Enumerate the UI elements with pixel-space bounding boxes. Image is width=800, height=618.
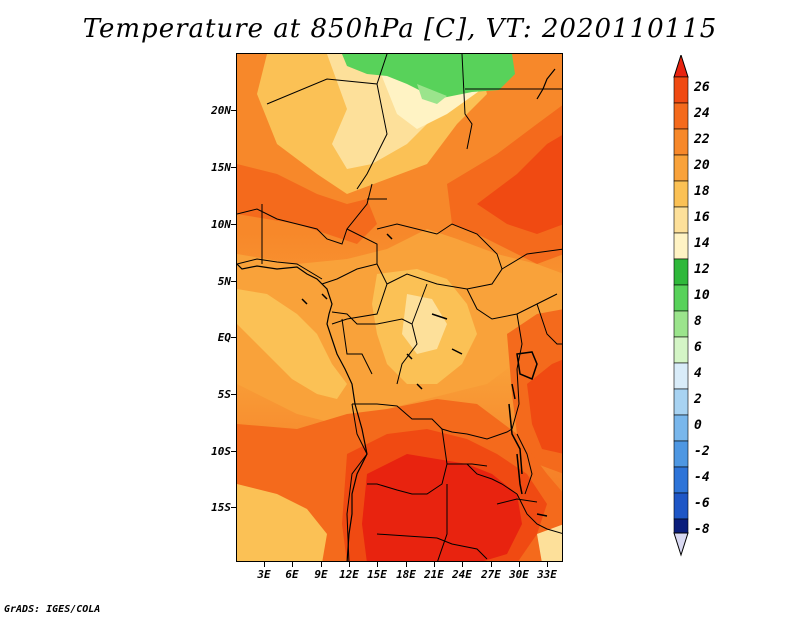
lat-label-eq: EQ xyxy=(217,331,231,344)
lon-label-3e: 3E xyxy=(257,568,271,581)
colorbar-label-6: 6 xyxy=(694,340,702,355)
colorbar-swatch-0 xyxy=(673,76,689,104)
congo-basin-paler xyxy=(402,294,447,354)
colorbar-label-0: 0 xyxy=(694,418,702,433)
colorbar-label-14: 14 xyxy=(694,236,710,251)
lat-label-15s: 15S xyxy=(211,501,231,514)
coastline xyxy=(237,68,556,561)
colorbar-swatch-13 xyxy=(673,414,689,442)
colorbar-label-16: 16 xyxy=(694,210,710,225)
colorbar-label-18: 18 xyxy=(694,184,710,199)
chart-title: Temperature at 850hPa [C], VT: 202011011… xyxy=(82,14,718,44)
lon-label-18e: 18E xyxy=(396,568,416,581)
colorbar-label-4: 4 xyxy=(694,366,702,381)
lat-label-10n: 10N xyxy=(211,218,231,231)
lon-label-6e: 6E xyxy=(285,568,299,581)
green-light-patch xyxy=(417,84,447,104)
colorbar-label-2: 2 xyxy=(694,392,702,407)
colorbar-top-arrow xyxy=(673,55,689,78)
colorbar-label-neg8: -8 xyxy=(694,522,710,537)
lakes xyxy=(301,233,548,517)
colorbar-swatch-12 xyxy=(673,388,689,416)
southern-hottest-region xyxy=(362,454,522,561)
colorbar-swatch-16 xyxy=(673,492,689,520)
colorbar-label-22: 22 xyxy=(694,132,710,147)
lon-label-15e: 15E xyxy=(367,568,387,581)
colorbar-swatch-3 xyxy=(673,154,689,182)
colorbar-swatch-8 xyxy=(673,284,689,312)
lon-label-30e: 30E xyxy=(509,568,529,581)
east-sahel-hot-band xyxy=(477,135,562,234)
lat-label-15n: 15N xyxy=(211,161,231,174)
colorbar-swatch-11 xyxy=(673,362,689,390)
sahel-warm-band xyxy=(237,164,377,244)
colorbar-label-neg6: -6 xyxy=(694,496,710,511)
colorbar-label-neg2: -2 xyxy=(694,444,710,459)
colorbar-swatch-17 xyxy=(673,518,689,534)
lon-label-21e: 21E xyxy=(424,568,444,581)
map-fill-layer xyxy=(237,54,562,561)
colorbar-swatch-14 xyxy=(673,440,689,468)
lon-label-33e: 33E xyxy=(537,568,557,581)
lat-label-5s: 5S xyxy=(217,388,231,401)
credit-text: GrADS: IGES/COLA xyxy=(4,604,101,615)
colorbar-swatch-10 xyxy=(673,336,689,364)
lat-label-5n: 5N xyxy=(217,275,231,288)
colorbar-swatch-7 xyxy=(673,258,689,286)
coastal-pale-region xyxy=(237,289,347,399)
east-africa-hot xyxy=(527,359,562,454)
colorbar-svg xyxy=(673,55,689,557)
colorbar-label-10: 10 xyxy=(694,288,710,303)
lat-label-20n: 20N xyxy=(211,104,231,117)
colorbar-swatch-5 xyxy=(673,206,689,234)
colorbar-swatch-4 xyxy=(673,180,689,208)
colorbar-label-12: 12 xyxy=(694,262,710,277)
green-cool-patch xyxy=(342,54,515,98)
colorbar-label-26: 26 xyxy=(694,80,710,95)
country-boundaries xyxy=(237,54,562,561)
colorbar-label-neg4: -4 xyxy=(694,470,710,485)
colorbar-swatch-6 xyxy=(673,232,689,260)
colorbar-label-20: 20 xyxy=(694,158,710,173)
colorbar-label-24: 24 xyxy=(694,106,710,121)
colorbar-swatch-2 xyxy=(673,128,689,156)
lon-label-9e: 9E xyxy=(314,568,328,581)
lon-label-24e: 24E xyxy=(452,568,472,581)
temperature-map xyxy=(236,53,563,562)
colorbar-swatch-9 xyxy=(673,310,689,338)
colorbar-swatch-15 xyxy=(673,466,689,494)
colorbar-bottom-arrow xyxy=(673,532,689,557)
colorbar-label-8: 8 xyxy=(694,314,702,329)
lat-label-10s: 10S xyxy=(211,445,231,458)
southeast-pale-coast xyxy=(537,524,562,561)
lon-label-27e: 27E xyxy=(481,568,501,581)
lon-label-12e: 12E xyxy=(339,568,359,581)
colorbar-swatch-1 xyxy=(673,102,689,130)
southwest-pale-coast xyxy=(237,484,327,561)
